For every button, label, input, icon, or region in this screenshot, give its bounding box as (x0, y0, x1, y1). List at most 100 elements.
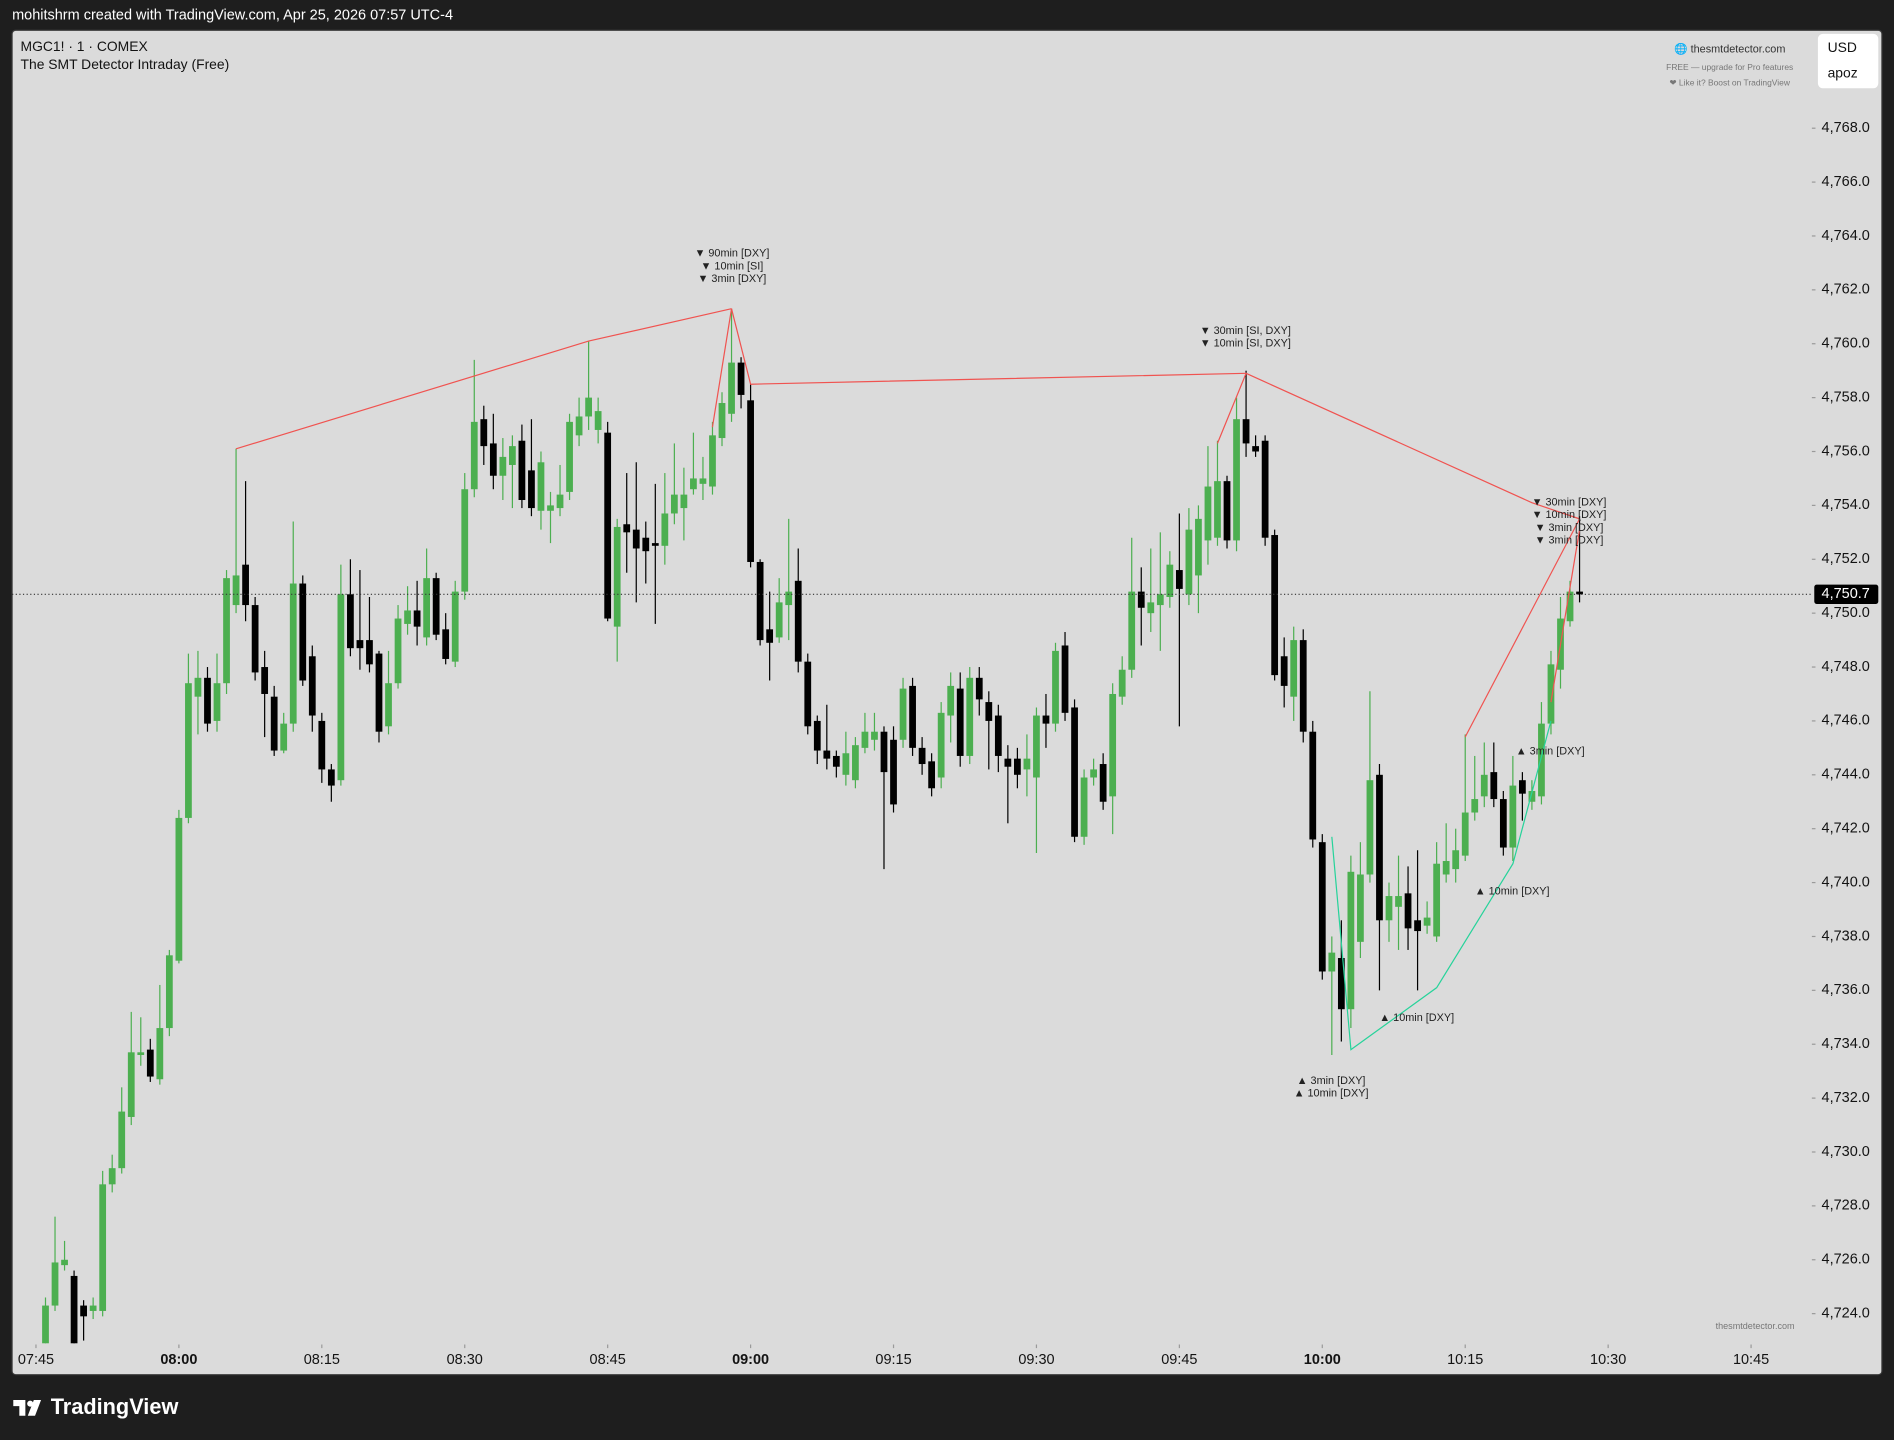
candle-body (594, 411, 602, 430)
candle-body (947, 685, 955, 716)
candle-body (108, 1168, 116, 1185)
candle-body (413, 610, 421, 627)
candle-body (394, 618, 402, 684)
smt-annotation: ▼ 10min [DXY] (1532, 509, 1607, 521)
candle-body (1156, 594, 1164, 606)
candle-body (194, 677, 202, 697)
candle-body (756, 561, 764, 641)
y-tick-label: 4,726.0 (1822, 1252, 1870, 1268)
candle-body (1509, 785, 1517, 848)
candle-body (890, 739, 897, 805)
candle-body (366, 640, 373, 665)
currency[interactable]: USD (1828, 39, 1857, 55)
candle-body (242, 564, 249, 606)
candle-body (146, 1049, 154, 1077)
candle-body (1461, 812, 1469, 856)
candle-body (1423, 917, 1431, 926)
y-tick-label: 4,764.0 (1822, 228, 1870, 244)
candle-body (80, 1305, 87, 1317)
candle-body (547, 505, 554, 511)
candle-body (423, 578, 431, 638)
candle-body (89, 1305, 97, 1311)
candle-body (204, 677, 211, 724)
candle-body (1137, 591, 1145, 608)
candle-body (575, 416, 583, 436)
candle-body (213, 683, 221, 721)
candle-body (518, 440, 526, 501)
currency-box[interactable] (1817, 33, 1879, 89)
indicator-legend[interactable]: The SMT Detector Intraday (Free) (21, 56, 230, 72)
candle-body (1090, 769, 1097, 778)
y-tick-label: 4,734.0 (1822, 1036, 1870, 1052)
candle-body (127, 1052, 135, 1117)
candle-body (499, 456, 507, 476)
candle-body (1261, 440, 1269, 538)
last-price-label: 4,750.7 (1822, 586, 1870, 602)
candle-body (1052, 650, 1059, 724)
smt-annotation: ▲ 3min [DXY] (1297, 1075, 1366, 1087)
logo-icon[interactable] (13, 1400, 42, 1416)
candle-body (442, 629, 450, 659)
candle-body (1547, 664, 1555, 724)
x-tick-label: 10:15 (1447, 1352, 1483, 1368)
candle-body (670, 494, 678, 514)
candle-body (1385, 896, 1393, 921)
candle-body (899, 688, 907, 740)
smt-annotation: ▼ 10min [SI, DXY] (1200, 338, 1291, 350)
candle-body (871, 731, 878, 740)
divergence-line (1550, 529, 1581, 703)
candle-body (251, 605, 259, 673)
candle-body (489, 443, 497, 476)
candle-body (1528, 790, 1536, 802)
smt-annotation: ▲ 3min [DXY] (1516, 745, 1585, 757)
divergence-line (1331, 720, 1552, 1051)
y-tick-label: 4,760.0 (1822, 336, 1870, 352)
candle-body (1242, 419, 1250, 444)
divergence-line (711, 308, 733, 428)
candle-body (690, 478, 697, 490)
brand-link[interactable]: 🌐 thesmtdetector.com (1674, 42, 1785, 55)
candle-body (604, 432, 612, 619)
candle-body (118, 1111, 126, 1169)
candle-body (175, 817, 183, 961)
y-tick-label: 4,752.0 (1822, 551, 1870, 567)
smt-annotation: ▲ 10min [DXY] (1294, 1088, 1369, 1100)
candle-body (156, 1028, 164, 1080)
candle-body (1318, 842, 1326, 972)
candle-body (1233, 419, 1240, 541)
candle-body (1214, 481, 1221, 538)
candle-body (832, 755, 840, 767)
logo-text[interactable]: TradingView (51, 1394, 179, 1419)
candle-body (794, 580, 802, 662)
candle-body (1337, 958, 1345, 1010)
candle-body (1175, 570, 1183, 589)
candle-body (1147, 602, 1155, 614)
candle-body (185, 683, 192, 818)
candle-body (937, 712, 945, 778)
x-tick-label: 09:15 (875, 1352, 911, 1368)
candle-body (1499, 799, 1507, 848)
y-tick-label: 4,742.0 (1822, 821, 1870, 837)
candle-body (709, 435, 716, 487)
candle-body (642, 537, 650, 552)
candle-body (1290, 640, 1298, 697)
candle-body (327, 769, 335, 786)
candle-body (375, 653, 383, 732)
candle-body (1471, 799, 1479, 813)
y-tick-label: 4,758.0 (1822, 389, 1870, 405)
candle-body (1576, 591, 1583, 595)
x-tick-label: 08:00 (160, 1352, 197, 1368)
account[interactable]: apoz (1828, 64, 1858, 80)
candle-body (918, 747, 926, 765)
candle-body (1366, 780, 1374, 875)
header-text: mohitshrm created with TradingView.com, … (12, 8, 453, 24)
candle-body (1480, 774, 1488, 797)
candle-body (1328, 952, 1336, 972)
candle-body (842, 753, 850, 775)
candle-body (537, 462, 545, 511)
candle-body (432, 578, 440, 635)
symbol-legend[interactable]: MGC1! · 1 · COMEX (21, 38, 148, 54)
y-tick-label: 4,724.0 (1822, 1305, 1870, 1321)
candle-body (1490, 772, 1498, 800)
